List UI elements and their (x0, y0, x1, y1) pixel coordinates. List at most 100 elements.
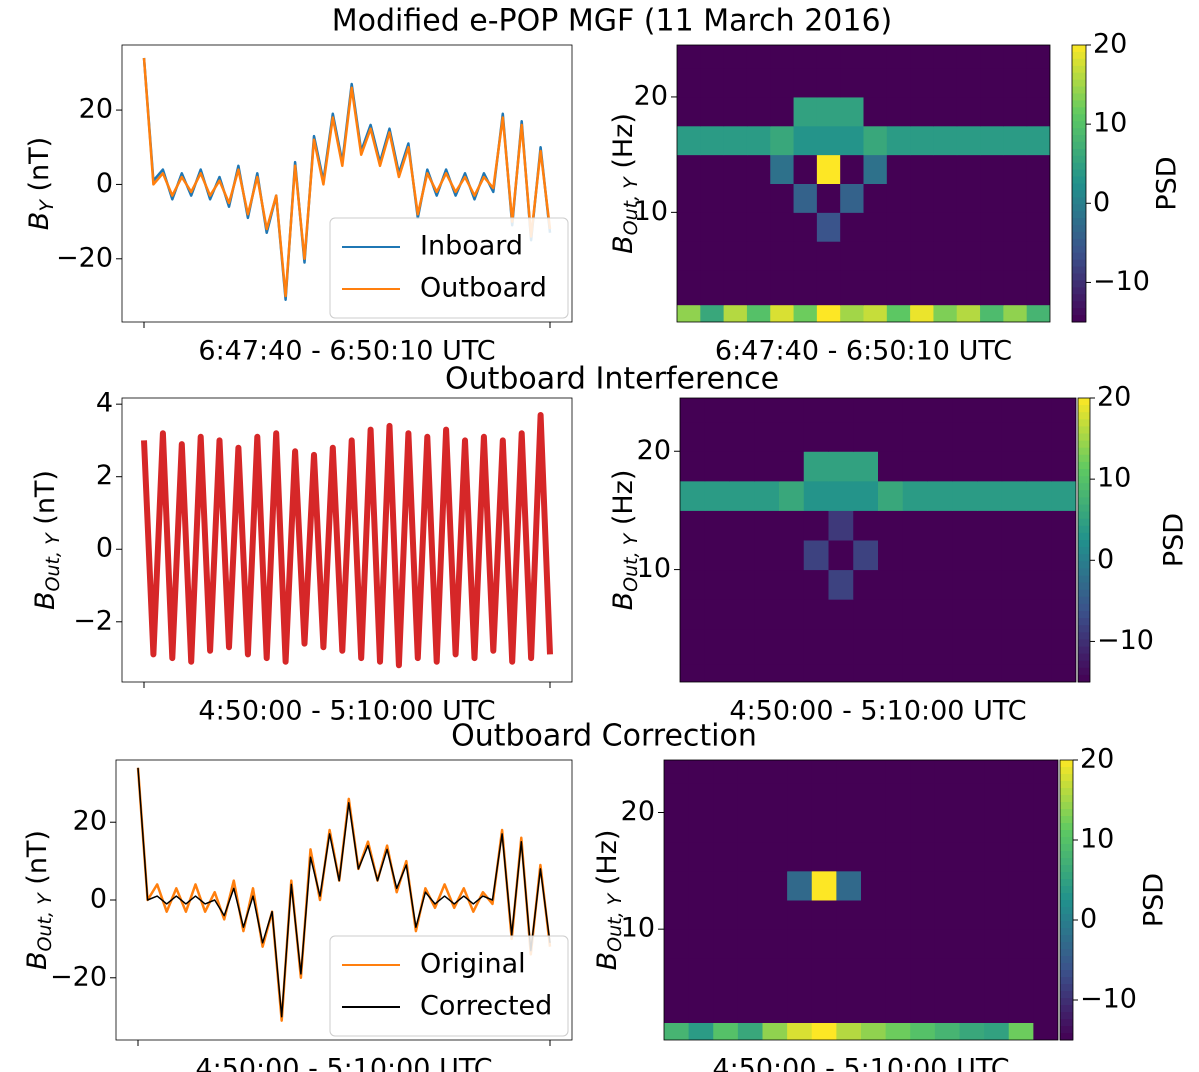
colorbar-step (1060, 942, 1073, 950)
heat-cell (828, 540, 854, 571)
heat-cell (836, 783, 862, 813)
colorbar-step (1060, 865, 1073, 873)
heat-cell (878, 421, 904, 452)
heat-cell (836, 1022, 862, 1040)
heat-cell (885, 812, 911, 843)
heat-cell (933, 125, 958, 156)
heat-cell (959, 987, 985, 1023)
heat-cell (910, 841, 936, 872)
colorbar-step (1072, 51, 1086, 60)
y-tick-label: 20 (634, 80, 668, 111)
colorbar-step (1060, 788, 1073, 796)
heat-cell (910, 96, 934, 127)
colorbar-tick-label: −10 (1093, 266, 1150, 297)
heat-cell (688, 900, 714, 930)
colorbar-step (1078, 667, 1090, 676)
heat-cell (1008, 987, 1034, 1023)
colorbar-step (1072, 107, 1086, 115)
heat-cell (1026, 480, 1052, 511)
heat-cell (688, 783, 714, 813)
heat-cell (680, 664, 706, 682)
heat-cell (664, 987, 690, 1023)
heat-cell (910, 783, 936, 813)
heat-cell (1008, 1022, 1034, 1040)
colorbar-step (1078, 504, 1090, 513)
heat-cell (956, 96, 981, 127)
colorbar-frame (1059, 759, 1074, 1041)
heat-cell (828, 421, 854, 452)
heat-cell (934, 841, 960, 872)
heat-cell (737, 812, 763, 843)
heat-cell (723, 125, 748, 156)
heat-cell (704, 540, 730, 571)
heat-cell (762, 929, 788, 959)
heat-cell (688, 760, 714, 784)
colorbar-step (1078, 412, 1090, 420)
heat-cell (1051, 510, 1076, 541)
x-axis-label: 6:47:40 - 6:50:10 UTC (715, 336, 1012, 367)
heat-cell (704, 398, 730, 423)
colorbar-step (1060, 900, 1073, 908)
heat-cell (977, 480, 1003, 511)
heat-cell (959, 870, 985, 901)
heat-cell (677, 304, 701, 322)
colorbar-step (1072, 141, 1086, 150)
y-label-symbol: B (608, 592, 639, 611)
heat-cell (902, 480, 928, 511)
heat-cell (746, 241, 771, 271)
heat-cell (1008, 900, 1034, 930)
heat-cell (770, 183, 795, 213)
colorbar-step (1072, 308, 1086, 316)
colorbar-tick-label: −10 (1080, 984, 1137, 1015)
heat-cell (840, 183, 864, 213)
heat-cell (959, 841, 985, 872)
y-label-symbol: B (30, 591, 61, 610)
heat-cell (878, 599, 904, 630)
colorbar-step (1078, 426, 1090, 434)
heat-cell (952, 599, 978, 630)
heat-cell (863, 96, 888, 127)
y-tick-label: −20 (56, 242, 113, 273)
heat-cell (803, 569, 829, 600)
heat-cell (1026, 664, 1052, 682)
colorbar-step (1078, 532, 1090, 541)
heat-cell (770, 241, 795, 271)
heat-cell (886, 241, 911, 271)
heat-cell (836, 812, 862, 843)
heat-cell (934, 760, 960, 784)
colorbar-step (1078, 625, 1090, 633)
colorbar-step (1060, 914, 1073, 922)
heat-cell (910, 154, 934, 184)
heat-cell (952, 398, 978, 423)
heat-cell (700, 183, 725, 213)
y-label-subscript: Out, Y (34, 892, 56, 952)
colorbar-frame (1071, 44, 1087, 323)
axes-frame (676, 44, 1051, 323)
heat-cell (779, 421, 805, 452)
heat-cell (816, 241, 841, 271)
plot-area (142, 57, 552, 301)
heat-cell (811, 870, 837, 901)
heat-cell (787, 783, 813, 813)
heat-cell (1051, 540, 1076, 571)
colorbar-step (1072, 252, 1086, 261)
heat-cell (770, 304, 795, 322)
colorbar-step (1072, 294, 1086, 302)
heat-cell (680, 569, 706, 600)
heat-cell (980, 154, 1004, 184)
colorbar-step (1060, 991, 1073, 999)
heat-cell (787, 900, 813, 930)
y-tick-label: −20 (50, 961, 107, 992)
heat-cell (713, 958, 739, 988)
legend-label: Inboard (420, 231, 523, 262)
heat-cell (861, 929, 887, 959)
heat-cell (910, 212, 934, 242)
heat-cell (664, 783, 690, 813)
heat-cell (1001, 599, 1027, 630)
colorbar-step (1072, 218, 1086, 226)
colorbar-tick-label: 0 (1093, 187, 1110, 218)
y-tick-label: 10 (621, 913, 655, 944)
colorbar-step (1078, 575, 1090, 584)
y-tick-label: 0 (96, 533, 113, 564)
colorbar-tick-label: 10 (1080, 824, 1114, 855)
